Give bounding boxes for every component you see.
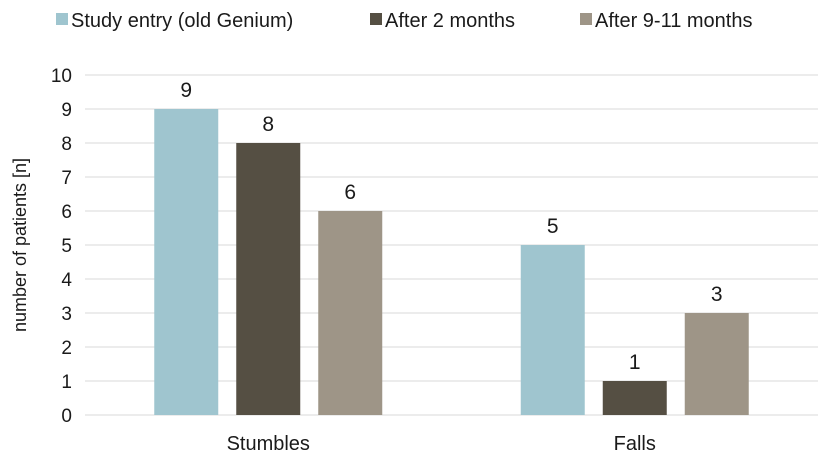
y-tick-label: 5	[61, 236, 72, 257]
data-label: 3	[711, 283, 723, 306]
data-label: 8	[262, 113, 274, 136]
legend-label: Study entry (old Genium)	[71, 10, 293, 32]
x-axis-categories: Stumbles Falls	[227, 433, 656, 455]
data-labels: 9 8 6 5 1 3	[180, 79, 722, 374]
y-tick-label: 4	[61, 270, 72, 291]
data-label: 6	[344, 181, 356, 204]
data-label: 1	[629, 351, 641, 374]
y-tick-label: 8	[61, 134, 72, 155]
bar-falls-series-1	[520, 245, 585, 415]
legend-swatch	[370, 13, 382, 25]
bar-stumbles-series-2	[236, 143, 301, 415]
y-tick-label: 9	[61, 100, 72, 121]
bars	[154, 109, 749, 415]
y-tick-label: 3	[61, 304, 72, 325]
y-tick-label: 7	[61, 168, 72, 189]
y-axis-title: number of patients [n]	[10, 158, 30, 332]
data-label: 5	[547, 215, 559, 238]
legend: Study entry (old Genium) After 2 months Af…	[56, 10, 752, 32]
legend-label: After 2 months	[385, 10, 515, 32]
bar-stumbles-series-3	[318, 211, 383, 415]
y-tick-label: 1	[61, 372, 72, 393]
y-tick-label: 0	[61, 406, 72, 427]
x-category-label: Falls	[614, 433, 656, 455]
bar-falls-series-3	[684, 313, 749, 415]
legend-label: After 9-11 months	[595, 10, 752, 32]
y-axis-ticks: 0 1 2 3 4 5 6 7 8 9 10	[51, 66, 73, 427]
legend-swatch	[580, 13, 592, 25]
bar-stumbles-series-1	[154, 109, 219, 415]
bar-falls-series-2	[602, 381, 667, 415]
y-tick-label: 2	[61, 338, 72, 359]
legend-swatch	[56, 13, 68, 25]
x-category-label: Stumbles	[227, 433, 310, 455]
y-tick-label: 10	[51, 66, 72, 87]
data-label: 9	[180, 79, 192, 102]
y-tick-label: 6	[61, 202, 72, 223]
